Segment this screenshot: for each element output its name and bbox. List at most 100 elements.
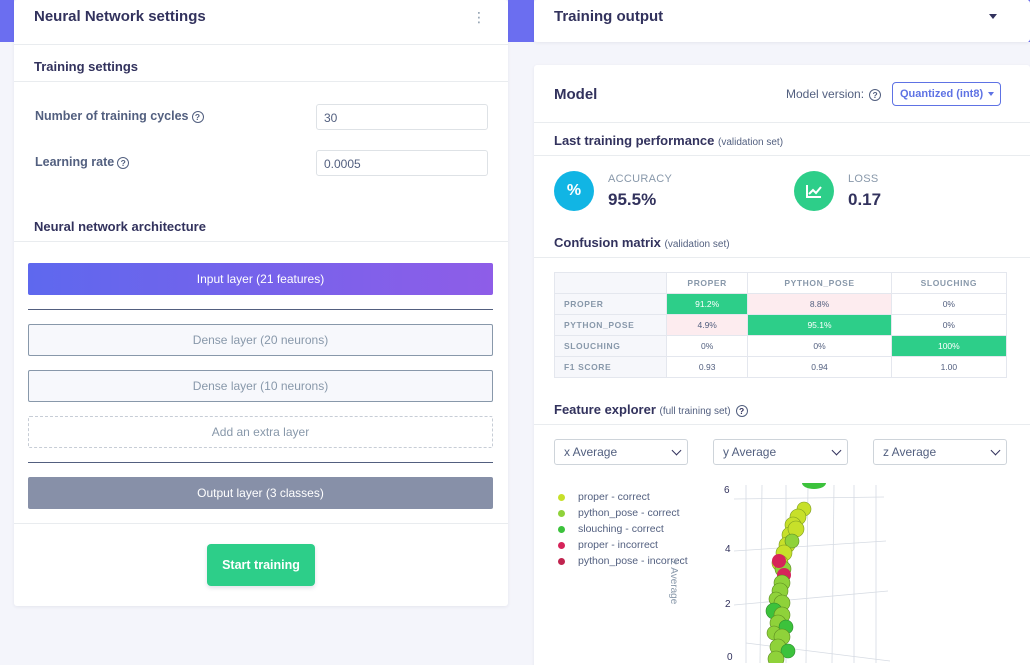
confusion-matrix-title: Confusion matrix [554,235,661,250]
table-cell: 95.1% [747,314,892,336]
table-row: SLOUCHING 0% 0% 100% [554,335,1008,357]
y-axis-value: y Average [723,445,777,459]
last-performance-title: Last training performance [554,133,715,148]
legend-label: proper - incorrect [578,539,658,551]
model-version-select[interactable]: Quantized (int8) [892,82,1001,106]
divider [14,81,508,82]
legend-dot [558,510,565,517]
model-card: Model Model version:? Quantized (int8) L… [534,65,1030,665]
z-tick-label: 2 [725,599,731,610]
dense-layer-10[interactable]: Dense layer (10 neurons) [28,370,493,402]
feature-explorer-note: (full training set) [659,406,731,417]
feature-explorer-title: Feature explorer [554,402,656,417]
loss-label: LOSS [848,173,879,185]
legend-label: slouching - correct [578,523,664,535]
legend-dot [558,558,565,565]
legend-item[interactable]: slouching - correct [556,523,688,539]
table-cell: 0% [890,293,1008,315]
training-cycles-label-text: Number of training cycles [35,109,189,123]
legend-dot [558,542,565,549]
legend-item[interactable]: python_pose - correct [556,507,688,523]
help-icon[interactable]: ? [117,157,130,169]
z-axis-select[interactable]: z Average [873,439,1007,465]
layer-separator [28,462,493,463]
table-row: PYTHON_POSE 4.9% 95.1% 0% [554,314,1008,336]
table-corner-cell [554,272,667,294]
model-version-label-text: Model version: [786,87,865,101]
training-cycles-input[interactable]: 30 [316,104,488,130]
plot-legend: proper - correct python_pose - correct s… [556,491,688,571]
help-icon[interactable]: ? [191,111,204,123]
legend-item[interactable]: python_pose - incorrect [556,555,688,571]
input-layer[interactable]: Input layer (21 features) [28,263,493,295]
row-header: PYTHON_POSE [554,314,667,336]
divider [14,241,508,242]
table-cell: 100% [890,335,1008,357]
x-axis-select[interactable]: x Average [554,439,688,465]
confusion-matrix-heading: Confusion matrix (validation set) [554,235,730,250]
plot-grid [733,484,891,663]
output-layer[interactable]: Output layer (3 classes) [28,477,493,509]
row-header: PROPER [554,293,667,315]
divider [14,523,508,524]
feature-explorer-heading: Feature explorer (full training set)? [554,402,748,417]
table-cell: 0% [747,335,892,357]
last-performance-note: (validation set) [718,137,784,148]
header-band-left [0,0,14,42]
table-cell: 0% [665,335,749,357]
z-tick-label: 6 [724,485,730,496]
training-cycles-label: Number of training cycles? [35,109,204,123]
more-options-icon[interactable]: ⋮ [472,9,486,25]
chevron-down-icon [831,445,842,456]
x-axis-value: x Average [564,445,618,459]
table-cell: 0% [890,314,1008,336]
scatter-points [765,483,826,663]
learning-rate-label-text: Learning rate [35,155,115,169]
accuracy-value: 95.5% [608,190,657,209]
help-icon[interactable]: ? [735,405,748,417]
legend-item[interactable]: proper - correct [556,491,688,507]
training-output-card[interactable]: Training output [534,0,1030,42]
table-cell: 8.8% [747,293,892,315]
divider [534,122,1030,123]
confusion-matrix-note: (validation set) [664,239,730,250]
help-icon[interactable]: ? [869,89,882,101]
chevron-down-icon [671,445,682,456]
model-version-value: Quantized (int8) [900,88,984,100]
table-header-row: PROPER PYTHON_POSE SLOUCHING [554,272,1008,294]
accuracy-label: ACCURACY [608,173,673,185]
legend-dot [558,526,565,533]
chart-line-icon [794,171,834,211]
training-output-title: Training output [554,8,664,25]
caret-down-icon [988,92,994,96]
divider [534,424,1030,425]
table-cell: 1.00 [890,356,1008,378]
nn-settings-title: Neural Network settings [34,8,206,25]
table-row: PROPER 91.2% 8.8% 0% [554,293,1008,315]
training-settings-heading: Training settings [34,59,139,74]
z-axis-value: z Average [883,445,937,459]
percent-icon: % [554,171,594,211]
caret-down-icon[interactable] [989,14,997,19]
column-header: PYTHON_POSE [747,272,892,294]
add-extra-layer-button[interactable]: Add an extra layer [28,416,493,448]
z-tick-label: 0 [727,652,733,663]
legend-label: proper - correct [578,491,650,503]
learning-rate-label: Learning rate? [35,155,130,169]
neural-network-settings-card: Neural Network settings ⋮ Training setti… [14,0,508,606]
table-cell: 0.93 [665,356,749,378]
divider [534,155,1030,156]
last-performance-heading: Last training performance (validation se… [554,133,783,148]
legend-item[interactable]: proper - incorrect [556,539,688,555]
column-header: SLOUCHING [890,272,1008,294]
model-version-label: Model version:? [786,87,882,101]
dense-layer-20[interactable]: Dense layer (20 neurons) [28,324,493,356]
y-axis-select[interactable]: y Average [713,439,848,465]
header-band-middle [508,0,534,42]
learning-rate-input[interactable]: 0.0005 [316,150,488,176]
table-cell: 91.2% [665,293,749,315]
divider [14,44,508,45]
legend-dot [558,494,565,501]
start-training-button[interactable]: Start training [207,544,315,586]
feature-scatter-plot[interactable] [694,483,894,663]
